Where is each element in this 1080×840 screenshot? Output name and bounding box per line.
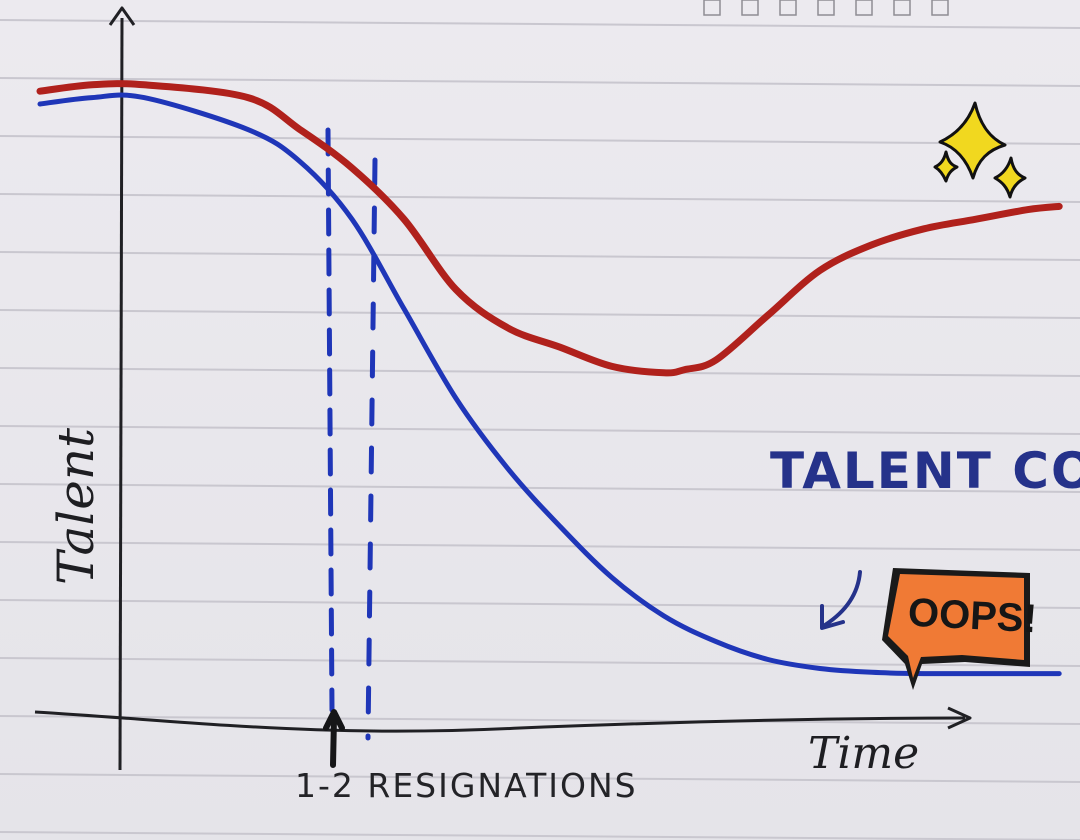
red-series-line (36, 80, 1063, 377)
checkbox-icon (703, 0, 721, 16)
series-layer (36, 80, 1063, 677)
checkbox-icon (893, 0, 911, 16)
resignation-marker-1 (325, 127, 335, 713)
paper-rule (0, 251, 1080, 261)
curved-arrow-head-icon (820, 604, 845, 630)
talent-cooling-label: TALENT COOLING (770, 442, 1080, 500)
paper-rule (0, 425, 1080, 435)
speech-bubble-fill (888, 574, 1024, 678)
paper-rule (0, 77, 1080, 87)
sparkles-icon (933, 101, 1027, 199)
checkbox-icon (931, 0, 949, 16)
x-axis-label: Time (808, 728, 919, 779)
blue-series-line (37, 92, 1062, 677)
paper-rule (0, 19, 1080, 29)
curved-arrow-icon (823, 570, 862, 627)
paper-rule (0, 483, 1080, 493)
oops-text: OOPS! (907, 591, 1038, 642)
y-axis (118, 17, 124, 771)
oops-badge: OOPS! (882, 568, 1038, 690)
paper-rule (0, 773, 1080, 783)
sparkle-small-left-icon (933, 150, 959, 183)
x-axis-arrow-icon (947, 706, 972, 730)
y-axis-arrow-icon (108, 6, 136, 26)
notebook-checkboxes (703, 0, 949, 16)
paper-rule (0, 715, 1080, 725)
talent-cooling-text: TALENT COOLING (770, 442, 1080, 500)
paper-rule (0, 367, 1080, 377)
up-arrow-icon (323, 709, 345, 768)
x-axis (34, 710, 966, 733)
paper-rule (0, 657, 1080, 667)
checkbox-icon (817, 0, 835, 16)
checkbox-icon (855, 0, 873, 16)
sparkle-large-icon (938, 101, 1007, 180)
paper-rule (0, 541, 1080, 551)
resignation-arrow (323, 709, 345, 768)
paper-rule (0, 309, 1080, 319)
paper-rule (0, 193, 1080, 203)
paper-lines (0, 19, 1080, 840)
y-axis-label: Talent (47, 427, 105, 585)
axes (34, 6, 972, 771)
checkbox-icon (741, 0, 759, 16)
sparkle-small-right-icon (993, 156, 1027, 199)
checkbox-icon (779, 0, 797, 16)
resignations-label: 1-2 RESIGNATIONS (295, 766, 638, 805)
paper-rule (0, 831, 1080, 840)
paper-rule (0, 135, 1080, 145)
